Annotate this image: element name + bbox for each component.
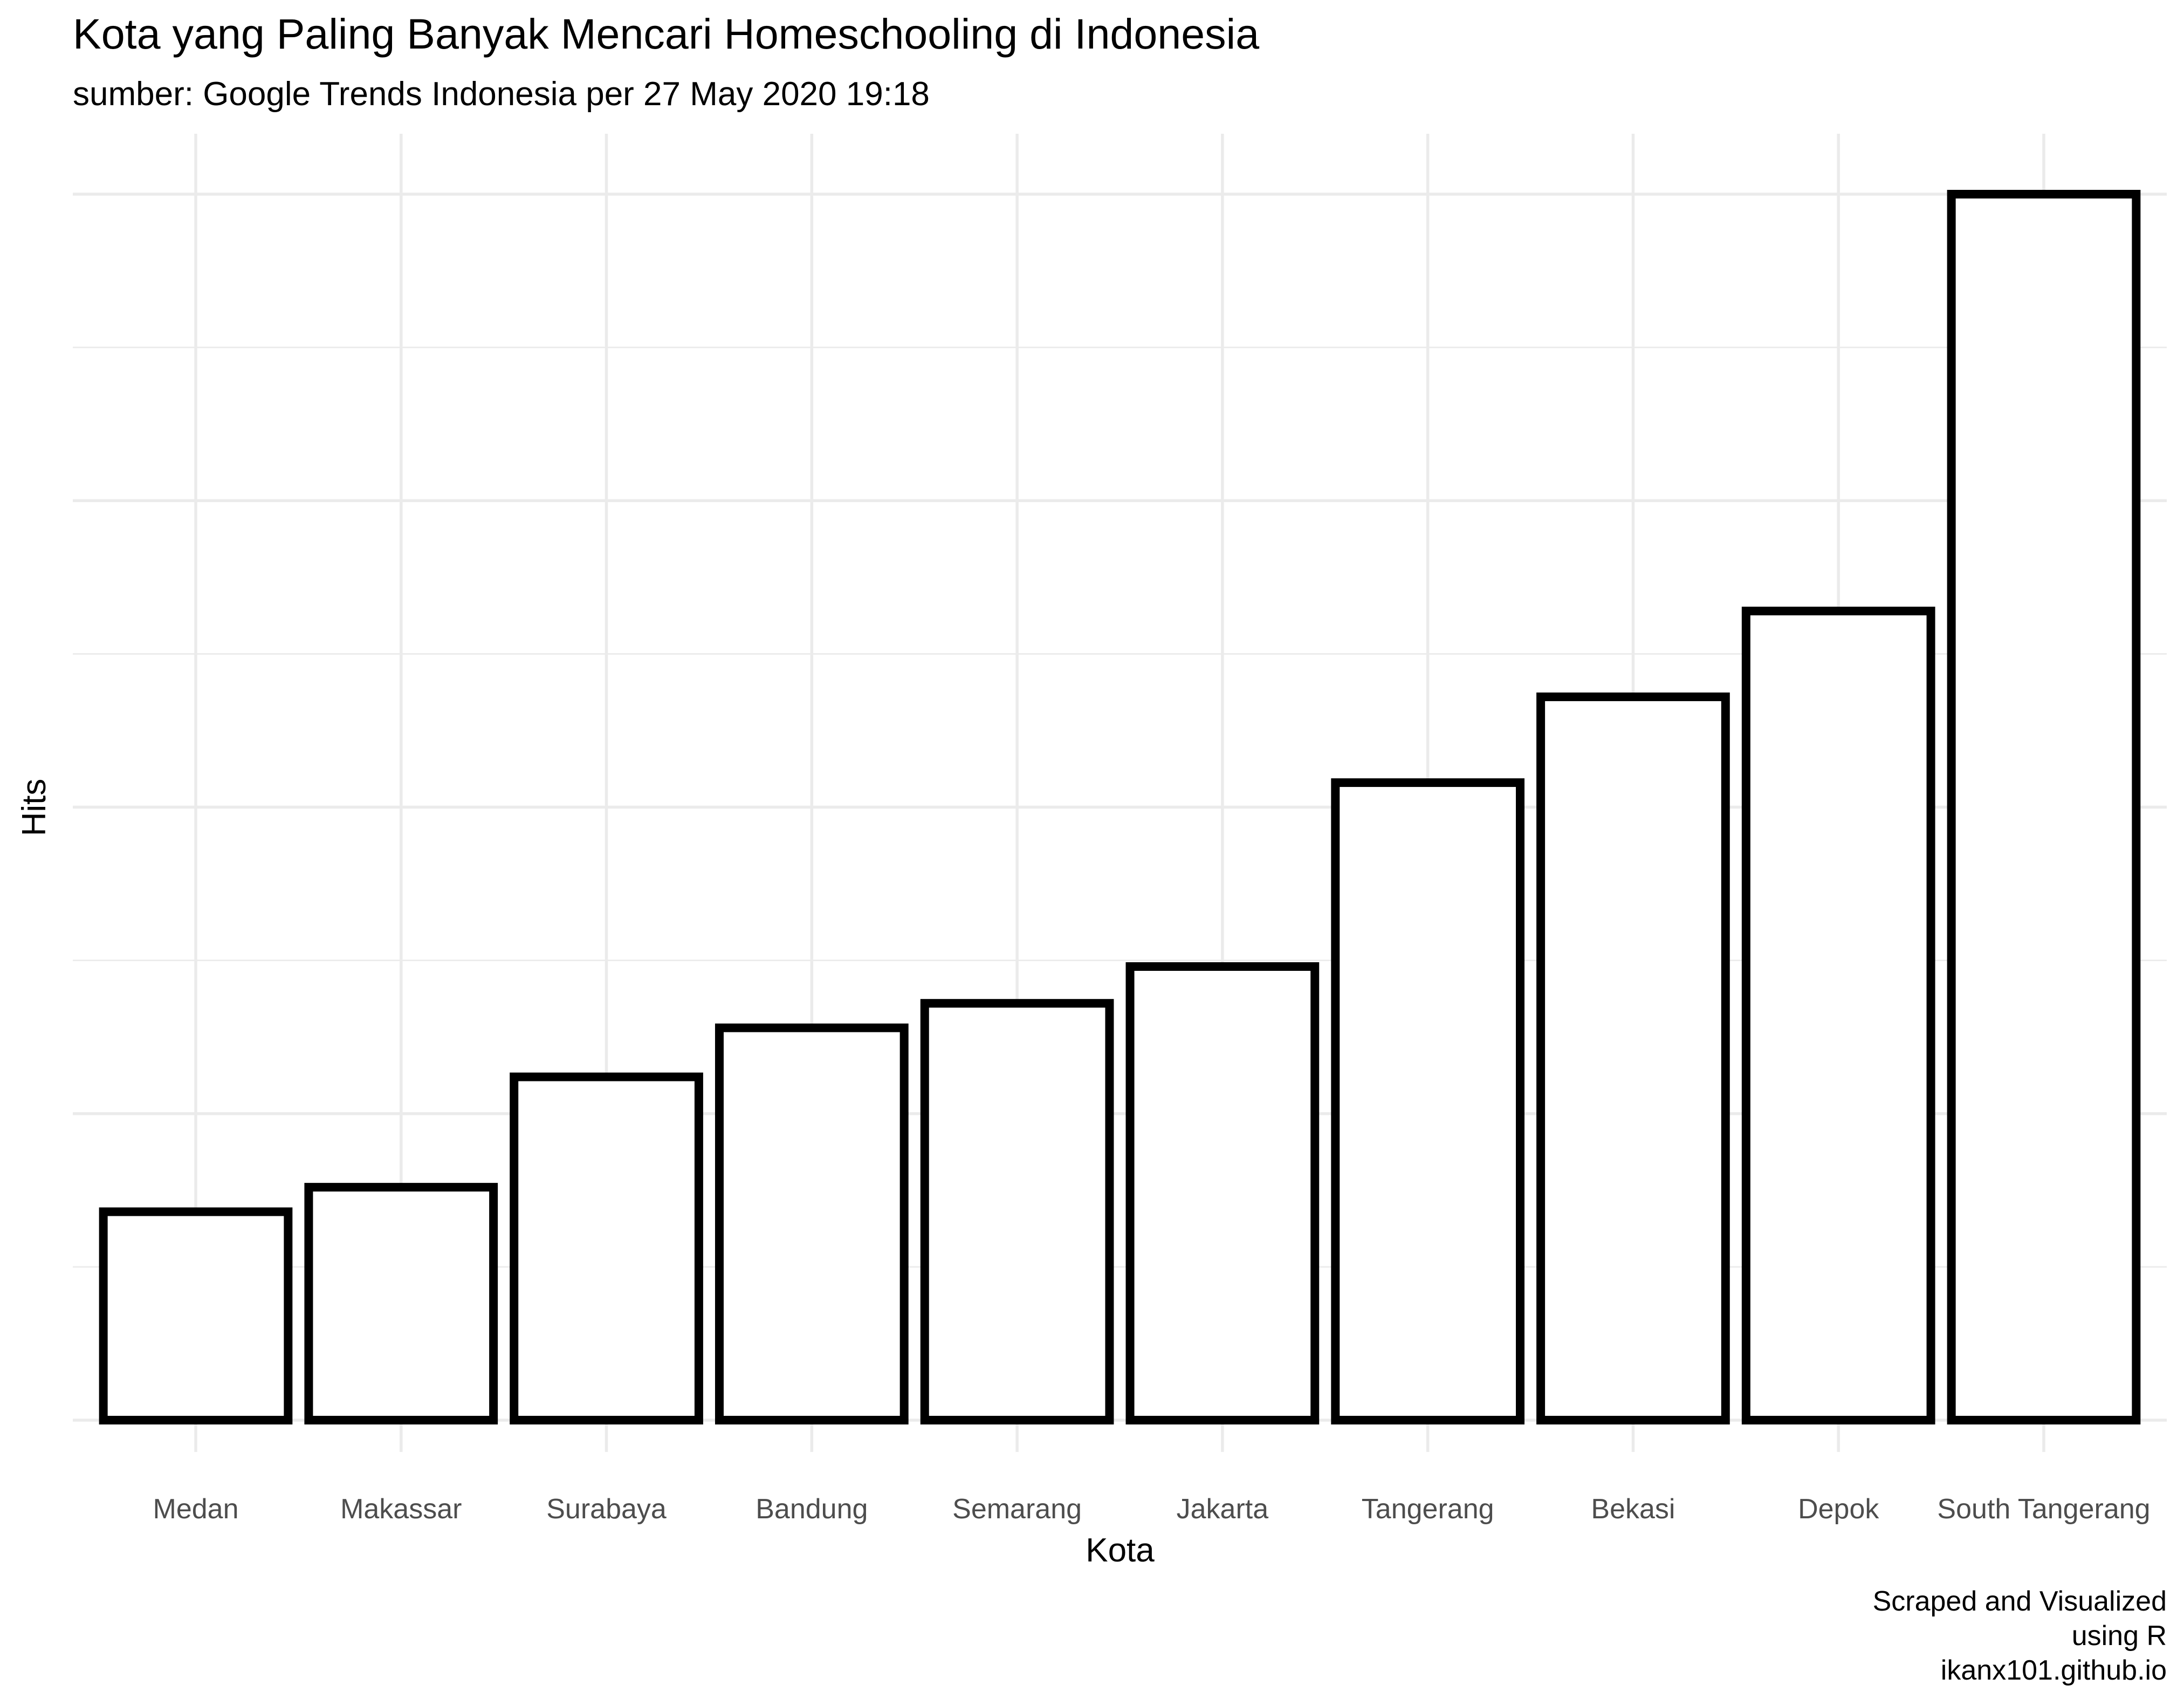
bar xyxy=(1331,778,1525,1424)
bar xyxy=(99,1207,293,1425)
caption-line-1: Scraped and Visualized xyxy=(1873,1586,2167,1617)
bar xyxy=(510,1072,703,1425)
x-tick-label: Depok xyxy=(1798,1494,1879,1525)
x-tick-label: Surabaya xyxy=(546,1494,667,1525)
bar xyxy=(920,999,1114,1425)
bar xyxy=(304,1183,498,1424)
chart-subtitle: sumber: Google Trends Indonesia per 27 M… xyxy=(73,76,930,113)
bar xyxy=(1741,606,1935,1424)
caption: Scraped and Visualized using R ikanx101.… xyxy=(1873,1586,2167,1686)
chart-title: Kota yang Paling Banyak Mencari Homescho… xyxy=(73,10,1259,58)
bar xyxy=(1125,962,1320,1424)
bar xyxy=(715,1023,909,1424)
y-axis-title: Hits xyxy=(16,779,53,837)
bar xyxy=(1947,190,2141,1424)
caption-line-3: ikanx101.github.io xyxy=(1941,1655,2167,1686)
x-tick-label: Makassar xyxy=(340,1494,462,1525)
bars xyxy=(99,190,2141,1425)
x-tick-label: Jakarta xyxy=(1177,1494,1269,1525)
caption-line-2: using R xyxy=(2072,1620,2167,1652)
x-axis-title: Kota xyxy=(1086,1532,1155,1569)
x-tick-label: Tangerang xyxy=(1362,1494,1494,1525)
x-tick-label: Semarang xyxy=(952,1494,1082,1525)
x-tick-label: South Tangerang xyxy=(1937,1494,2150,1525)
x-tick-label: Medan xyxy=(153,1494,239,1525)
x-tick-label: Bandung xyxy=(756,1494,868,1525)
x-tick-labels: Medan Makassar Surabaya Bandung Semarang Jaka… xyxy=(153,1494,2151,1525)
bar xyxy=(1536,692,1730,1424)
x-tick-label: Bekasi xyxy=(1591,1494,1675,1525)
